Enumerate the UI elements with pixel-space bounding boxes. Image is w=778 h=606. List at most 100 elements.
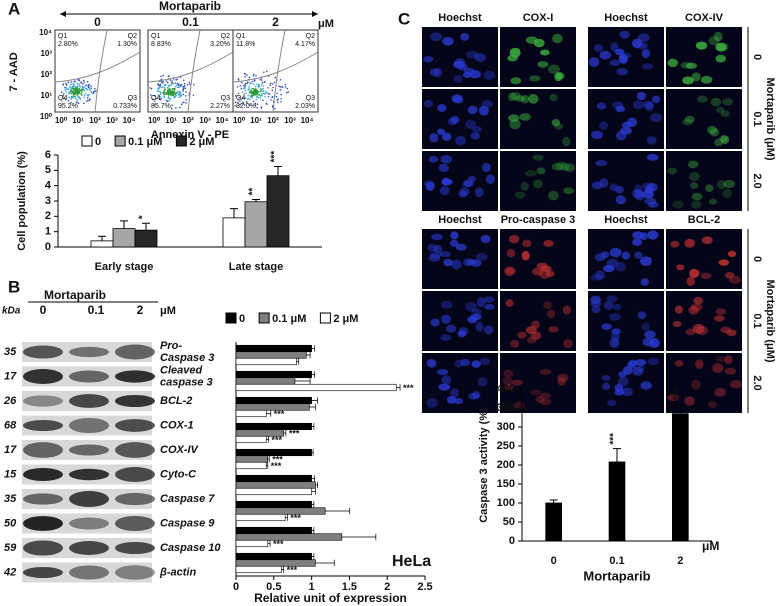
cell-dot xyxy=(87,84,90,87)
cell-dot xyxy=(78,87,81,90)
cell-dot xyxy=(177,93,180,95)
cell-dot xyxy=(262,99,264,101)
cell xyxy=(695,41,708,50)
protein-name: Pro- xyxy=(160,340,182,352)
cell-dot xyxy=(242,101,244,104)
cell-dot xyxy=(167,89,169,92)
error-bar xyxy=(266,436,269,443)
cell xyxy=(603,300,614,310)
cell-dot xyxy=(259,78,262,81)
cell xyxy=(441,178,453,186)
cell-dot xyxy=(168,88,171,90)
cell xyxy=(609,59,621,66)
cell-dot xyxy=(258,85,261,87)
micrograph xyxy=(666,89,742,149)
cell-dot xyxy=(275,95,278,98)
cell-dot xyxy=(180,103,183,106)
quadrant-value: 82.0% xyxy=(236,103,256,110)
bar xyxy=(235,526,312,535)
dose-label: 0.1 xyxy=(182,15,199,29)
cell-dot xyxy=(159,83,162,86)
cell-dot xyxy=(85,84,87,86)
blot-band xyxy=(23,369,63,384)
legend-swatch xyxy=(81,135,93,147)
error-bar xyxy=(285,514,288,521)
cell-dot xyxy=(244,75,246,78)
cell xyxy=(457,330,467,338)
quadrant-value: 85.7% xyxy=(151,103,171,110)
cell xyxy=(450,231,459,240)
cell-dot xyxy=(256,106,258,109)
cell xyxy=(709,128,720,137)
blot-band xyxy=(115,370,155,383)
cell-dot xyxy=(270,99,272,101)
cell xyxy=(615,105,626,113)
cell xyxy=(482,162,491,173)
y-axis-label: Caspase 3 activity (%) xyxy=(478,407,490,523)
cell xyxy=(514,191,526,199)
cell xyxy=(642,337,655,347)
cell-dot xyxy=(82,82,84,85)
cell-dot xyxy=(79,97,81,99)
cell-dot xyxy=(277,98,279,100)
blot-band xyxy=(23,493,63,505)
cell xyxy=(632,100,644,110)
cell-dot xyxy=(280,93,282,96)
cell xyxy=(705,184,714,192)
cell xyxy=(646,136,657,145)
cell-dot xyxy=(158,86,161,89)
cell xyxy=(470,259,482,267)
cell xyxy=(720,135,730,144)
bar xyxy=(266,175,290,248)
cell-dot xyxy=(177,84,180,87)
cell xyxy=(532,154,544,161)
cell xyxy=(696,325,708,336)
dose-label: 0.1 xyxy=(751,111,763,126)
error-bar xyxy=(98,235,106,241)
cell-dot xyxy=(178,86,181,88)
cell-dot xyxy=(286,87,289,90)
legend-label: 0.1 μM xyxy=(128,136,162,148)
cell xyxy=(548,326,559,333)
cell-dot xyxy=(92,92,94,95)
bar xyxy=(235,559,316,567)
cell xyxy=(479,357,491,365)
kda-value: 26 xyxy=(3,395,17,407)
cell xyxy=(646,153,659,161)
cell-dot xyxy=(167,75,170,77)
cell-dot xyxy=(159,91,161,93)
cell-dot xyxy=(248,87,250,89)
cell xyxy=(637,311,647,320)
cell xyxy=(449,239,459,247)
cell-dot xyxy=(260,106,263,108)
cell-dot xyxy=(84,92,87,95)
cell xyxy=(426,398,438,408)
cell-dot xyxy=(255,74,257,77)
cell-dot xyxy=(62,83,65,85)
cell-dot xyxy=(241,91,244,93)
x-tick-label: 2 xyxy=(384,581,390,593)
cell xyxy=(591,130,603,140)
cell-dot xyxy=(168,99,171,101)
cell xyxy=(690,303,703,312)
cell-dot xyxy=(254,88,257,90)
cell xyxy=(688,305,699,315)
x-tick-label: 0.5 xyxy=(266,581,281,593)
cell xyxy=(614,383,624,392)
cell-dot xyxy=(263,89,265,92)
cell xyxy=(438,383,451,391)
cell xyxy=(670,240,680,248)
cell-dot xyxy=(264,91,267,93)
cell-dot xyxy=(257,85,260,88)
y-tick-label: 350 xyxy=(497,402,515,414)
kda-value: 17 xyxy=(4,370,17,382)
cell xyxy=(614,48,625,56)
bar xyxy=(235,344,312,353)
cell xyxy=(693,296,704,305)
cell xyxy=(682,118,694,126)
dose-label: 2.0 xyxy=(751,375,763,390)
cell xyxy=(430,32,443,42)
cell-dot xyxy=(179,83,182,86)
cell xyxy=(641,322,650,331)
significance: *** xyxy=(274,409,285,419)
